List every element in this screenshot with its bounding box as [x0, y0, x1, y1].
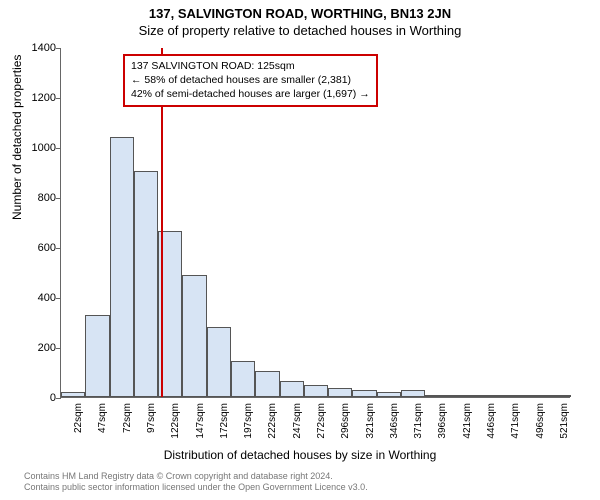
y-tick-label: 400	[16, 292, 56, 304]
histogram-bar	[498, 395, 522, 397]
page-subtitle: Size of property relative to detached ho…	[0, 21, 600, 42]
x-tick-label: 172sqm	[219, 403, 230, 453]
histogram-bar	[61, 392, 85, 397]
x-tick-label: 346sqm	[389, 403, 400, 453]
chart-container: 137, SALVINGTON ROAD, WORTHING, BN13 2JN…	[0, 0, 600, 500]
x-tick-label: 396sqm	[437, 403, 448, 453]
histogram-bar	[377, 392, 401, 397]
histogram-bar	[352, 390, 376, 398]
y-tick-label: 1200	[16, 92, 56, 104]
x-tick-label: 471sqm	[510, 403, 521, 453]
histogram-bar	[425, 395, 449, 397]
x-tick-label: 197sqm	[243, 403, 254, 453]
y-tick-label: 600	[16, 242, 56, 254]
histogram-bar	[401, 390, 425, 398]
x-tick-label: 47sqm	[97, 403, 108, 453]
x-tick-label: 97sqm	[146, 403, 157, 453]
histogram-bar	[134, 171, 158, 397]
histogram-bar	[182, 275, 206, 398]
x-tick-label: 272sqm	[316, 403, 327, 453]
credit-line-2: Contains public sector information licen…	[24, 482, 368, 494]
histogram-bar	[255, 371, 279, 397]
x-tick-label: 147sqm	[195, 403, 206, 453]
x-axis-label: Distribution of detached houses by size …	[0, 448, 600, 462]
x-tick-label: 496sqm	[535, 403, 546, 453]
y-tick-mark	[56, 198, 61, 199]
histogram-bar	[328, 388, 352, 397]
histogram-bar	[522, 395, 546, 397]
marker-info-box: 137 SALVINGTON ROAD: 125sqm ← 58% of det…	[123, 54, 378, 107]
info-line-2: ← 58% of detached houses are smaller (2,…	[131, 73, 370, 87]
histogram-bar	[547, 395, 571, 397]
page-title-address: 137, SALVINGTON ROAD, WORTHING, BN13 2JN	[0, 0, 600, 21]
y-tick-mark	[56, 348, 61, 349]
histogram-bar	[207, 327, 231, 397]
y-tick-label: 200	[16, 342, 56, 354]
x-tick-label: 22sqm	[73, 403, 84, 453]
x-tick-label: 371sqm	[413, 403, 424, 453]
histogram-bar	[85, 315, 109, 398]
chart-area: 020040060080010001200140022sqm47sqm72sqm…	[60, 48, 570, 398]
y-tick-mark	[56, 148, 61, 149]
y-tick-mark	[56, 248, 61, 249]
histogram-bar	[280, 381, 304, 397]
x-tick-label: 72sqm	[122, 403, 133, 453]
x-tick-label: 521sqm	[559, 403, 570, 453]
y-tick-label: 1000	[16, 142, 56, 154]
x-tick-label: 247sqm	[292, 403, 303, 453]
y-tick-label: 1400	[16, 42, 56, 54]
x-tick-label: 296sqm	[340, 403, 351, 453]
x-tick-label: 421sqm	[462, 403, 473, 453]
info-line-1: 137 SALVINGTON ROAD: 125sqm	[131, 59, 370, 73]
credit-line-1: Contains HM Land Registry data © Crown c…	[24, 471, 368, 483]
x-tick-label: 446sqm	[486, 403, 497, 453]
histogram-bar	[474, 395, 498, 397]
y-tick-label: 800	[16, 192, 56, 204]
info-line-3: 42% of semi-detached houses are larger (…	[131, 87, 370, 101]
y-tick-mark	[56, 48, 61, 49]
histogram-bar	[304, 385, 328, 398]
histogram-bar	[231, 361, 255, 397]
x-tick-label: 321sqm	[365, 403, 376, 453]
histogram-bar	[450, 395, 474, 397]
y-tick-mark	[56, 398, 61, 399]
y-tick-mark	[56, 98, 61, 99]
x-tick-label: 122sqm	[170, 403, 181, 453]
y-tick-mark	[56, 298, 61, 299]
histogram-bar	[110, 137, 134, 397]
credits: Contains HM Land Registry data © Crown c…	[24, 471, 368, 494]
y-tick-label: 0	[16, 392, 56, 404]
x-tick-label: 222sqm	[267, 403, 278, 453]
